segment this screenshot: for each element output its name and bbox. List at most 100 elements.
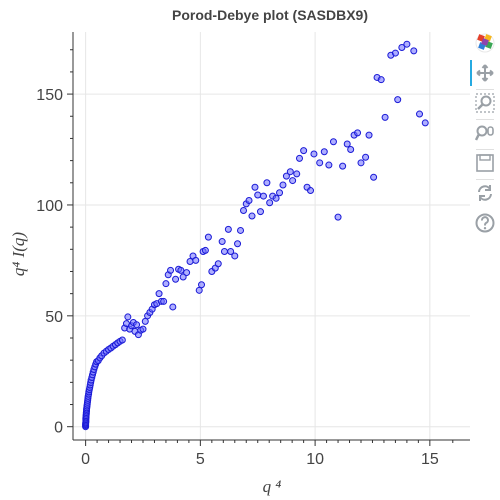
- data-point: [133, 321, 141, 329]
- data-point: [167, 266, 175, 274]
- data-point: [286, 168, 294, 176]
- data-point: [214, 260, 222, 268]
- data-point: [289, 177, 297, 185]
- data-point: [240, 207, 248, 214]
- data-point: [155, 290, 163, 298]
- y-tick-label: 0: [54, 420, 63, 437]
- save-tool-button[interactable]: [472, 150, 498, 176]
- data-points: [82, 40, 429, 431]
- data-point: [300, 147, 308, 155]
- data-point: [320, 148, 328, 156]
- y-axis-label: q⁴ I(q): [9, 232, 28, 276]
- x-tick-label: 10: [306, 451, 324, 468]
- data-point: [339, 162, 347, 170]
- data-point: [325, 161, 333, 169]
- grid-lines: [73, 32, 470, 440]
- data-point: [256, 208, 264, 216]
- data-point: [421, 119, 429, 127]
- data-point: [172, 275, 180, 283]
- wheel-zoom-tool-button[interactable]: [472, 120, 498, 146]
- data-point: [259, 192, 267, 200]
- data-point: [186, 258, 194, 265]
- data-point: [201, 246, 209, 254]
- reset-tool-button[interactable]: [472, 180, 498, 206]
- data-point: [118, 336, 126, 344]
- data-point: [263, 179, 271, 187]
- data-point: [391, 49, 399, 57]
- data-point: [410, 47, 418, 55]
- help-tool-button[interactable]: [472, 210, 498, 236]
- data-point: [370, 173, 378, 181]
- save-tool-icon: [476, 154, 494, 172]
- data-point: [272, 194, 280, 202]
- chart-title: Porod-Debye plot (SASDBX9): [172, 7, 368, 23]
- y-tick-label: 50: [45, 309, 63, 326]
- data-point: [310, 150, 318, 158]
- data-point: [354, 129, 362, 137]
- data-point: [398, 44, 406, 52]
- data-point: [365, 131, 373, 139]
- data-point: [177, 266, 185, 274]
- wheel-zoom-tool-icon: [475, 125, 494, 141]
- x-axis-label: q ⁴: [263, 477, 282, 496]
- data-point: [362, 153, 370, 161]
- data-point: [198, 281, 206, 289]
- data-point: [248, 212, 256, 220]
- data-point: [162, 280, 170, 288]
- data-point: [237, 226, 245, 234]
- data-point: [192, 256, 200, 264]
- data-point: [218, 238, 226, 246]
- data-point: [347, 146, 355, 154]
- data-point: [343, 140, 351, 148]
- data-point: [293, 170, 301, 178]
- data-point: [169, 303, 177, 311]
- data-point: [266, 199, 274, 207]
- x-tick-label: 0: [81, 451, 90, 468]
- help-tool-icon: [475, 213, 495, 233]
- data-point: [329, 138, 337, 146]
- data-point: [220, 248, 228, 256]
- reset-tool-icon: [478, 185, 492, 201]
- toolbar-separator: [476, 119, 494, 120]
- data-point: [416, 110, 424, 118]
- data-point: [124, 313, 132, 321]
- data-point: [227, 248, 235, 256]
- data-point: [394, 96, 402, 104]
- data-point: [234, 240, 242, 248]
- toolbar-separator: [476, 89, 494, 90]
- data-point: [179, 273, 187, 281]
- data-point: [403, 40, 411, 48]
- y-tick-label: 150: [36, 87, 63, 104]
- data-point: [254, 191, 262, 199]
- data-point: [245, 197, 253, 205]
- data-point: [204, 233, 212, 241]
- data-point: [282, 172, 290, 180]
- data-point: [307, 187, 315, 195]
- toolbar-separator: [476, 179, 494, 180]
- data-point: [316, 159, 324, 167]
- data-point: [139, 325, 147, 333]
- toolbar-separator: [476, 149, 494, 150]
- data-point: [224, 225, 232, 233]
- active-tool-indicator: [470, 60, 472, 86]
- data-point: [160, 297, 168, 305]
- box-zoom-tool-icon: [475, 93, 495, 113]
- data-point: [381, 113, 389, 121]
- data-point: [251, 183, 259, 191]
- data-point: [377, 76, 385, 84]
- data-point: [279, 181, 287, 189]
- data-point: [357, 159, 365, 167]
- chart-toolbar: [470, 30, 500, 270]
- data-point: [295, 154, 303, 162]
- data-point: [276, 189, 284, 197]
- x-tick-label: 5: [196, 451, 205, 468]
- bokeh-logo-icon: [472, 30, 498, 56]
- data-point: [334, 213, 342, 221]
- data-point: [231, 252, 239, 260]
- y-tick-label: 100: [36, 198, 63, 215]
- pan-tool-icon: [476, 64, 494, 82]
- box-zoom-tool-button[interactable]: [472, 90, 498, 116]
- pan-tool-button[interactable]: [470, 60, 498, 86]
